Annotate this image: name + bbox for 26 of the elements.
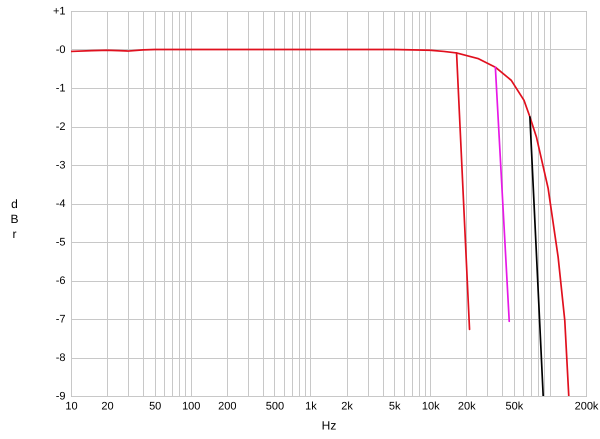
y-tick-label: -5 (56, 236, 66, 248)
x-axis-title: Hz (322, 418, 336, 432)
x-tick-label: 50k (506, 400, 524, 412)
x-tick-label: 20k (458, 400, 476, 412)
y-tick-label: -6 (56, 275, 66, 287)
y-tick-label: -8 (56, 352, 66, 364)
x-tick-label: 50 (149, 400, 162, 412)
x-tick-label: 2k (341, 400, 354, 412)
x-tick-label: 1k (305, 400, 318, 412)
y-tick-label: -7 (56, 314, 66, 326)
y-tick-label: -9 (56, 390, 66, 402)
y-tick-label: +1 (52, 6, 66, 18)
y-axis-title: dBr (10, 197, 19, 241)
y-tick-label: -3 (56, 160, 66, 172)
x-tick-label: 200 (218, 400, 236, 412)
y-tick-label: -2 (56, 121, 66, 133)
y-tick-label: -4 (56, 198, 66, 210)
x-tick-label: 5k (388, 400, 401, 412)
y-tick-label: -1 (56, 82, 66, 94)
y-tick-label: -0 (56, 44, 66, 56)
x-tick-label: 10k (422, 400, 440, 412)
x-tick-label: 100 (182, 400, 200, 412)
x-tick-label: 500 (266, 400, 284, 412)
x-tick-label: 200k (574, 400, 599, 412)
x-tick-label: 20 (101, 400, 114, 412)
x-tick-label: 10 (65, 400, 78, 412)
